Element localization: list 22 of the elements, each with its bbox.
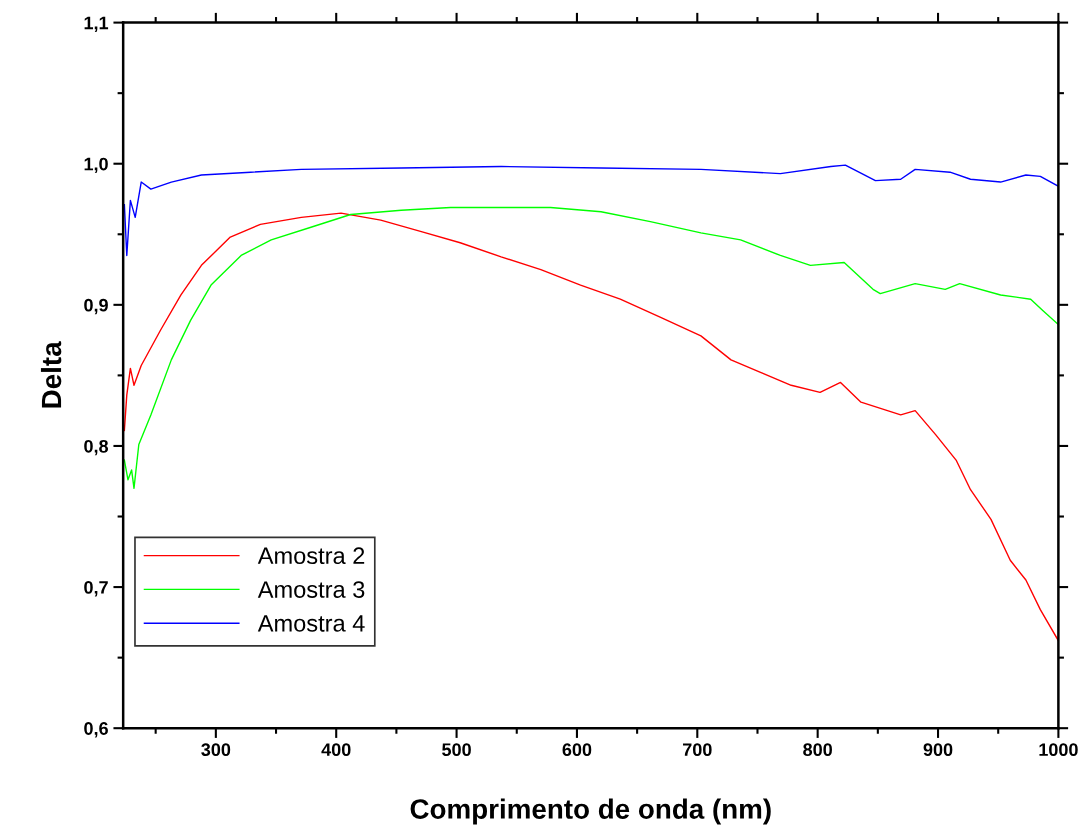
x-axis-title: Comprimento de onda (nm) xyxy=(410,798,771,825)
x-tick-label: 400 xyxy=(321,743,351,757)
x-tick-label: 600 xyxy=(562,743,592,757)
y-tick-label: 1,1 xyxy=(84,16,109,32)
x-tick-label: 700 xyxy=(683,743,712,757)
x-tick-label: 900 xyxy=(923,743,953,757)
x-tick-label: 500 xyxy=(442,743,471,757)
y-axis-title: Delta xyxy=(40,341,62,408)
x-tick-label: 300 xyxy=(201,743,231,757)
legend-label: Amostra 3 xyxy=(257,581,365,598)
y-tick-label: 0,9 xyxy=(84,298,108,315)
line-series xyxy=(123,212,1059,642)
legend-label: Amostra 4 xyxy=(257,615,365,632)
y-tick-label: 0,6 xyxy=(84,722,108,738)
y-tick-label: 0,8 xyxy=(84,439,109,456)
x-tick-label: 1000 xyxy=(1039,743,1078,757)
legend-label: Amostra 2 xyxy=(257,547,365,565)
line-series xyxy=(123,164,1059,257)
x-tick-label: 800 xyxy=(803,743,832,757)
y-tick-label: 0,7 xyxy=(84,581,108,597)
y-tick-label: 1,0 xyxy=(84,157,108,174)
line-series xyxy=(123,206,1059,489)
